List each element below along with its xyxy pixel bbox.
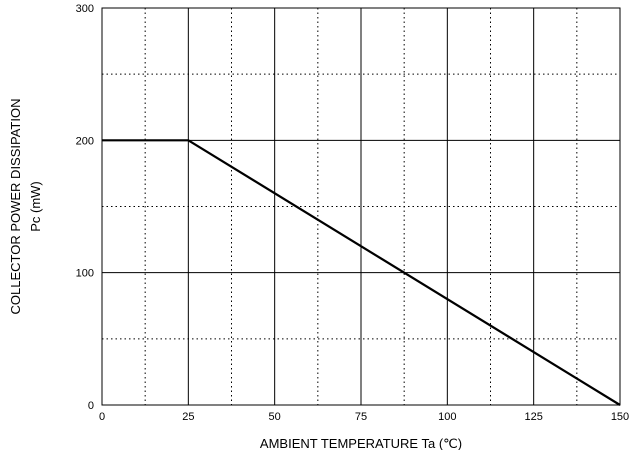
series-lines [102, 139, 621, 406]
series-line [102, 139, 621, 406]
x-axis-title: AMBIENT TEMPERATURE Ta (℃) [260, 436, 462, 450]
y-axis-title: COLLECTOR POWER DISSIPATION Pc (mW) [8, 99, 43, 315]
y-tick-label: 200 [76, 135, 94, 147]
y-tick-label: 100 [76, 268, 94, 280]
x-tick-labels: 0 25 50 75 100 125 150 [99, 411, 629, 423]
x-tick-label: 25 [182, 411, 194, 423]
x-tick-label: 100 [438, 411, 456, 423]
y-tick-label: 0 [88, 400, 94, 412]
y-axis-title-line2: Pc (mW) [28, 181, 43, 232]
y-tick-labels: 0 100 200 300 [76, 3, 94, 412]
y-axis-title-line1: COLLECTOR POWER DISSIPATION [8, 99, 23, 315]
x-tick-label: 0 [99, 411, 105, 423]
plot-frame [101, 7, 621, 406]
x-tick-label: 50 [269, 411, 281, 423]
x-tick-label: 150 [611, 411, 629, 423]
y-tick-label: 300 [76, 3, 94, 15]
x-tick-label: 125 [524, 411, 542, 423]
x-tick-label: 75 [355, 411, 367, 423]
